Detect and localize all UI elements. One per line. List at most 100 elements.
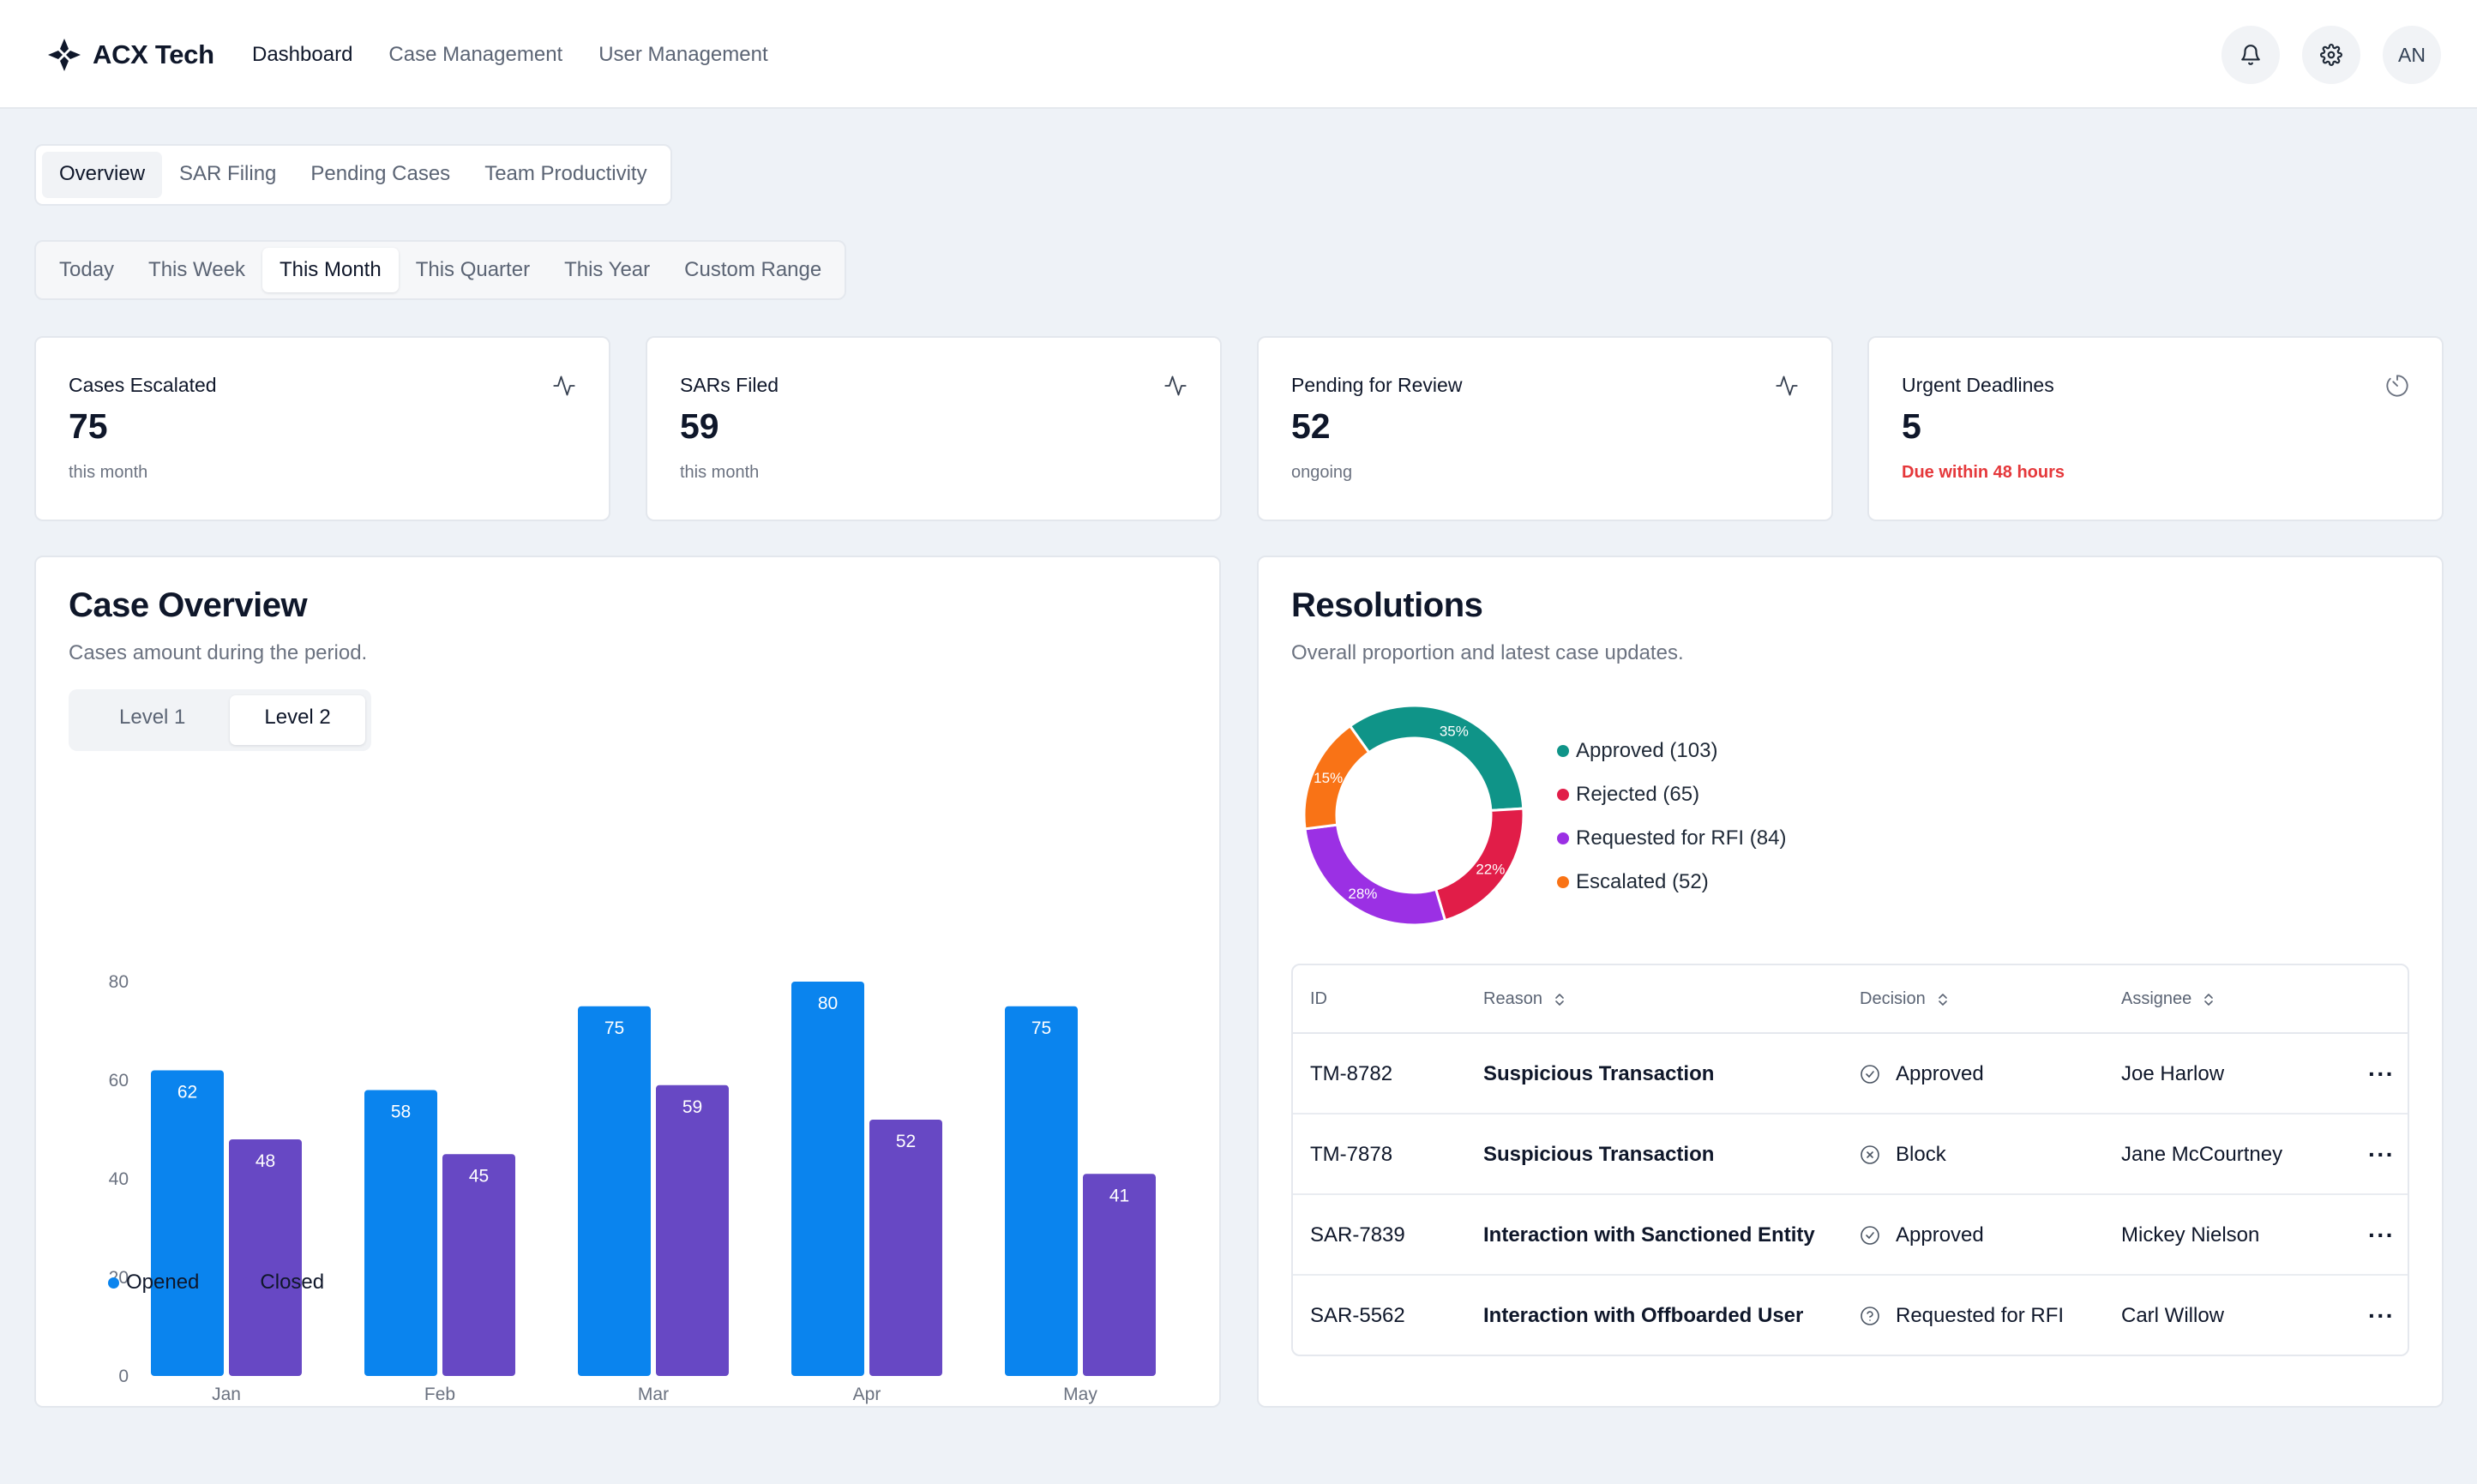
bar-value-label: 48 — [256, 1151, 275, 1171]
cell-reason: Interaction with Offboarded User — [1483, 1304, 1804, 1327]
chart-legend: Opened Closed — [108, 1271, 367, 1295]
brand-logo-icon — [48, 39, 81, 71]
table-row[interactable]: TM-7878 Suspicious Transaction Block Jan… — [1293, 1115, 2408, 1195]
legend-label: Requested for RFI (84) — [1576, 826, 1787, 850]
bar-value-label: 59 — [682, 1097, 702, 1117]
column-assignee-sort[interactable]: Assignee — [2121, 989, 2215, 1009]
y-tick-label: 0 — [118, 1367, 129, 1386]
check-circle-icon — [1861, 1065, 1879, 1084]
bar-opened-may[interactable] — [1005, 1006, 1078, 1376]
cell-id: SAR-7839 — [1310, 1223, 1405, 1247]
notifications-button[interactable] — [2221, 26, 2280, 84]
stat-value: 75 — [69, 406, 108, 446]
bar-value-label: 58 — [391, 1102, 411, 1122]
nav-dashboard[interactable]: Dashboard — [252, 43, 353, 66]
x-tick-label: May — [1063, 1385, 1097, 1404]
activity-icon — [553, 376, 575, 396]
tab-overview[interactable]: Overview — [42, 152, 163, 198]
decision-label: Requested for RFI — [1896, 1304, 2065, 1327]
row-actions-button[interactable]: ··· — [2368, 1141, 2395, 1168]
bar-closed-feb[interactable] — [442, 1154, 515, 1376]
column-decision-sort[interactable]: Decision — [1860, 989, 1950, 1009]
stat-title: Urgent Deadlines — [1902, 374, 2054, 396]
cell-reason: Suspicious Transaction — [1483, 1062, 1715, 1085]
legend-label: Opened — [126, 1271, 200, 1294]
column-label: Reason — [1483, 989, 1542, 1008]
bar-closed-mar[interactable] — [656, 1084, 729, 1376]
column-label: Assignee — [2121, 989, 2192, 1008]
bar-closed-jan[interactable] — [229, 1139, 302, 1376]
column-reason-sort[interactable]: Reason — [1483, 989, 1566, 1009]
bar-value-label: 62 — [177, 1083, 197, 1102]
decision-label: Approved — [1896, 1223, 1984, 1247]
range-this-quarter[interactable]: This Quarter — [415, 258, 531, 281]
row-actions-button[interactable]: ··· — [2368, 1222, 2395, 1248]
level-2-button[interactable]: Level 2 — [230, 695, 365, 745]
row-actions-button[interactable]: ··· — [2368, 1302, 2395, 1329]
bar-opened-jan[interactable] — [151, 1070, 224, 1377]
brand[interactable]: ACX Tech — [46, 36, 214, 74]
case-overview-subtitle: Cases amount during the period. — [69, 641, 368, 664]
range-this-year[interactable]: This Year — [564, 258, 651, 281]
legend-approved: Approved (103) — [1557, 729, 1786, 772]
nav-case-management[interactable]: Case Management — [388, 43, 563, 66]
level-1-button[interactable]: Level 1 — [119, 706, 186, 729]
bar-opened-feb[interactable] — [364, 1090, 437, 1377]
cell-id: SAR-5562 — [1310, 1304, 1405, 1327]
tab-sar-filing[interactable]: SAR Filing — [179, 162, 277, 185]
stat-card-cases-escalated: Cases Escalated 75 this month — [34, 336, 610, 521]
bar-value-label: 75 — [1031, 1018, 1051, 1038]
y-tick-label: 40 — [109, 1169, 129, 1189]
slice-escalated[interactable] — [1302, 724, 1371, 831]
case-overview-bar-chart: 0204060806248Jan5845Feb7559Mar8052Apr754… — [109, 972, 1156, 1404]
case-updates-table: ID Reason Decision Assignee TM-8782 Susp… — [1291, 964, 2409, 1356]
range-today[interactable]: Today — [59, 258, 115, 281]
case-overview-panel: Case Overview Cases amount during the pe… — [34, 556, 1221, 1408]
slice-approved[interactable] — [1348, 704, 1525, 813]
tab-team-productivity[interactable]: Team Productivity — [484, 162, 647, 185]
settings-button[interactable] — [2302, 26, 2360, 84]
brand-name: ACX Tech — [93, 39, 214, 69]
bar-closed-may[interactable] — [1083, 1174, 1156, 1376]
bar-closed-apr[interactable] — [869, 1120, 942, 1376]
check-circle-icon — [1861, 1226, 1879, 1245]
range-custom[interactable]: Custom Range — [684, 258, 822, 281]
sort-icon — [1555, 993, 1564, 1006]
nav-user-management[interactable]: User Management — [598, 43, 768, 66]
bar-opened-apr[interactable] — [791, 982, 864, 1376]
bell-icon — [2241, 45, 2260, 65]
row-actions-button[interactable]: ··· — [2368, 1060, 2395, 1087]
range-this-week[interactable]: This Week — [148, 258, 245, 281]
time-range-selector: Today This Week This Month This Quarter … — [34, 240, 847, 300]
avatar[interactable]: AN — [2383, 26, 2441, 84]
stat-value: 59 — [680, 406, 719, 446]
bar-opened-mar[interactable] — [578, 1006, 651, 1376]
stat-subtitle: ongoing — [1291, 463, 1353, 482]
legend-label: Closed — [260, 1271, 325, 1294]
table-row[interactable]: SAR-5562 Interaction with Offboarded Use… — [1293, 1276, 2408, 1355]
cell-id: TM-7878 — [1310, 1143, 1393, 1166]
top-bar: ACX Tech Dashboard Case Management User … — [0, 0, 2477, 109]
slice-percent-label: 15% — [1314, 770, 1343, 786]
cell-decision: Approved — [1860, 1034, 1984, 1115]
case-overview-title: Case Overview — [69, 586, 308, 624]
bar-value-label: 52 — [896, 1132, 916, 1151]
table-row[interactable]: TM-8782 Suspicious Transaction Approved … — [1293, 1034, 2408, 1115]
resolutions-donut-chart: 35% 22% 28% 15% — [1302, 704, 1525, 927]
bar-value-label: 80 — [818, 994, 838, 1013]
activity-icon — [1164, 376, 1187, 396]
sort-icon — [2204, 993, 2214, 1006]
legend-rejected: Rejected (65) — [1557, 772, 1786, 816]
legend-label: Approved (103) — [1576, 738, 1718, 762]
stat-subtitle: this month — [680, 463, 760, 482]
decision-label: Block — [1896, 1143, 1946, 1166]
legend-dot-rfi — [1557, 832, 1569, 844]
cell-assignee: Jane McCourtney — [2121, 1143, 2283, 1166]
range-this-month[interactable]: This Month — [262, 248, 399, 292]
resolutions-panel: Resolutions Overall proportion and lates… — [1257, 556, 2444, 1408]
stat-subtitle: this month — [69, 463, 148, 482]
tab-pending-cases[interactable]: Pending Cases — [310, 162, 451, 185]
table-row[interactable]: SAR-7839 Interaction with Sanctioned Ent… — [1293, 1195, 2408, 1276]
slice-requested-for-rfi[interactable] — [1303, 823, 1447, 927]
level-toggle: Level 1 Level 2 — [69, 689, 371, 751]
